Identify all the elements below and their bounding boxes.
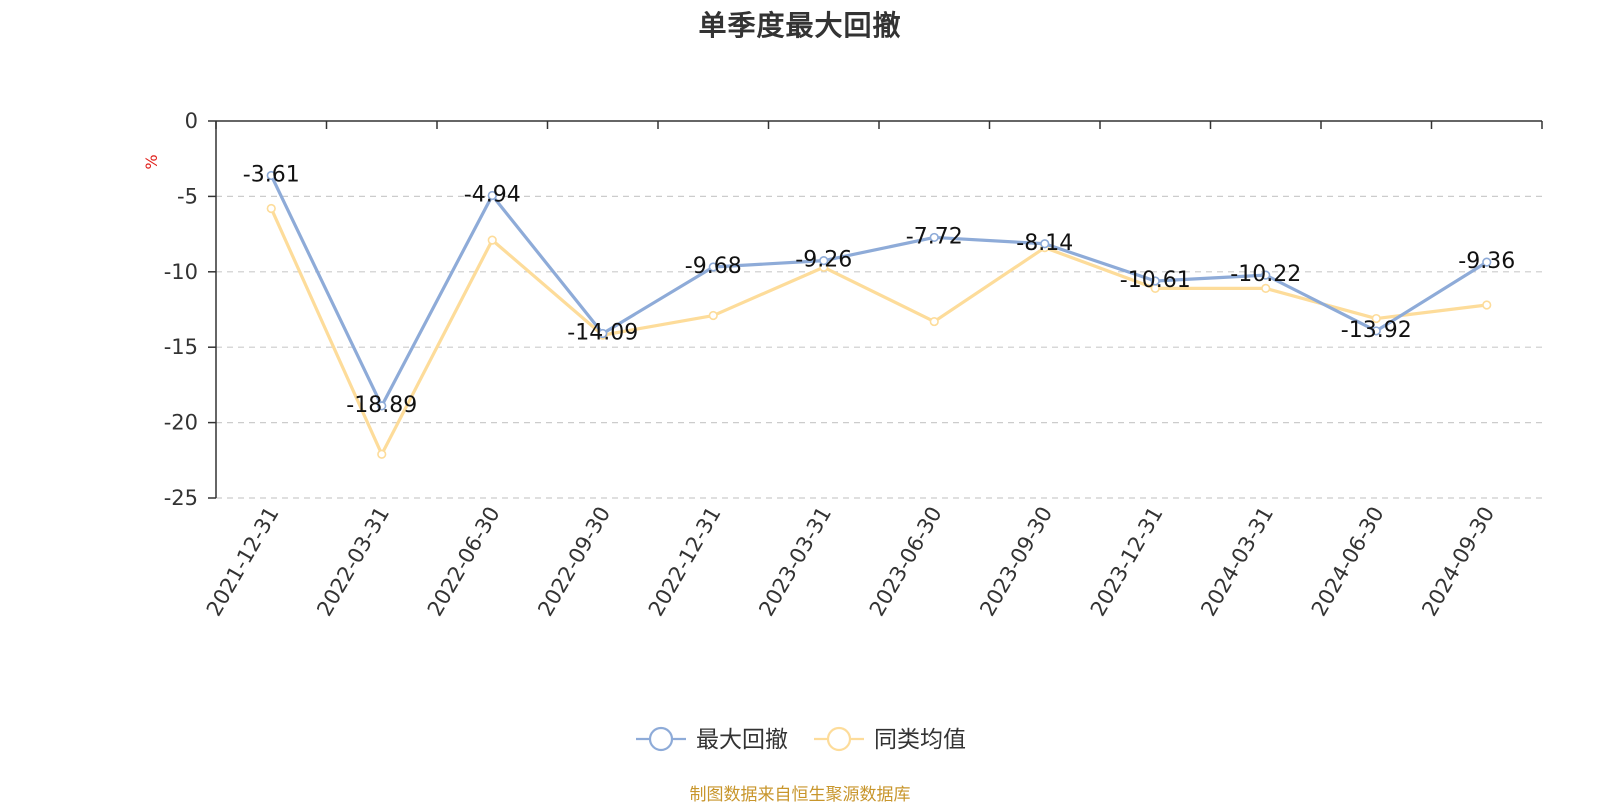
x-tick-label: 2023-03-31: [754, 503, 836, 621]
series-point[interactable]: [377, 401, 387, 411]
x-tick-label: 2024-09-30: [1417, 503, 1499, 621]
series-point[interactable]: [1482, 300, 1492, 310]
source-note: 制图数据来自恒生聚源数据库: [689, 785, 911, 805]
series-point[interactable]: [929, 316, 939, 327]
x-tick-label: 2022-09-30: [533, 503, 615, 621]
data-label: -9.68: [685, 254, 742, 279]
series-point[interactable]: [1150, 276, 1160, 286]
series-point[interactable]: [1261, 270, 1271, 280]
series-point[interactable]: [708, 310, 718, 321]
series-lines: [266, 170, 1492, 459]
data-label: -13.92: [1341, 318, 1412, 343]
x-tick-label: 2023-06-30: [865, 503, 947, 621]
chart-title: 单季度最大回撤: [698, 9, 902, 42]
data-label: -7.72: [906, 224, 963, 249]
series-point[interactable]: [1482, 257, 1492, 267]
legend-swatch-marker: [648, 726, 674, 752]
legend-swatch-marker: [826, 726, 852, 752]
data-label: -18.89: [346, 393, 417, 418]
x-tick-label: 2023-09-30: [975, 503, 1057, 621]
data-label: -10.61: [1120, 268, 1191, 293]
series-line-1: [269, 207, 1487, 456]
series-point[interactable]: [708, 262, 718, 272]
series-point[interactable]: [1040, 239, 1050, 249]
x-tick-label: 2022-12-31: [644, 503, 726, 621]
y-tick-label: -15: [164, 335, 198, 359]
data-label: -10.22: [1230, 262, 1301, 287]
series-point[interactable]: [266, 170, 276, 181]
y-axis-unit-label: %: [142, 154, 161, 169]
x-tick-label: 2022-03-31: [312, 503, 394, 621]
data-labels: -3.61 -18.89 -4.94 -14.09 -9.68 -9.26 -7.72 -8.…: [243, 162, 1515, 417]
x-tick-label: 2023-12-31: [1086, 503, 1168, 621]
x-tick-label: 2024-06-30: [1307, 503, 1389, 621]
x-tick-label: 2021-12-31: [202, 503, 284, 621]
series-point[interactable]: [266, 203, 276, 214]
series-point[interactable]: [487, 235, 497, 245]
y-tick-label: -20: [164, 411, 198, 435]
y-tick-label: 0: [185, 109, 198, 133]
grid-lines: [216, 195, 1542, 499]
legend[interactable]: 最大回撤 同类均值: [636, 726, 966, 753]
y-tick-label: -25: [164, 486, 198, 510]
series-point[interactable]: [929, 232, 939, 243]
series-point[interactable]: [1261, 283, 1271, 293]
legend-item-1[interactable]: 同类均值: [814, 726, 966, 753]
y-axis-ticks: 0 -5 -10 -15 -20 -25: [164, 109, 216, 510]
series-point[interactable]: [487, 190, 497, 201]
series-point[interactable]: [1371, 326, 1381, 336]
series-point[interactable]: [819, 256, 829, 266]
data-label: -3.61: [243, 162, 300, 187]
data-label: -9.26: [795, 248, 852, 273]
legend-item-0[interactable]: 最大回撤: [636, 726, 788, 753]
series-line-0: [269, 174, 1488, 408]
data-label: -9.36: [1458, 249, 1515, 274]
x-tick-label: 2022-06-30: [423, 503, 505, 621]
data-label: -4.94: [464, 182, 521, 207]
series-point[interactable]: [598, 328, 608, 339]
legend-label: 最大回撤: [696, 727, 788, 753]
data-label: -8.14: [1016, 231, 1073, 256]
x-tick-label: 2024-03-31: [1196, 503, 1278, 621]
series-point[interactable]: [377, 449, 387, 459]
y-tick-label: -10: [164, 260, 198, 284]
data-label: -14.09: [567, 320, 638, 345]
legend-label: 同类均值: [874, 727, 966, 753]
series-point[interactable]: [1371, 313, 1381, 324]
y-tick-label: -5: [177, 184, 198, 208]
